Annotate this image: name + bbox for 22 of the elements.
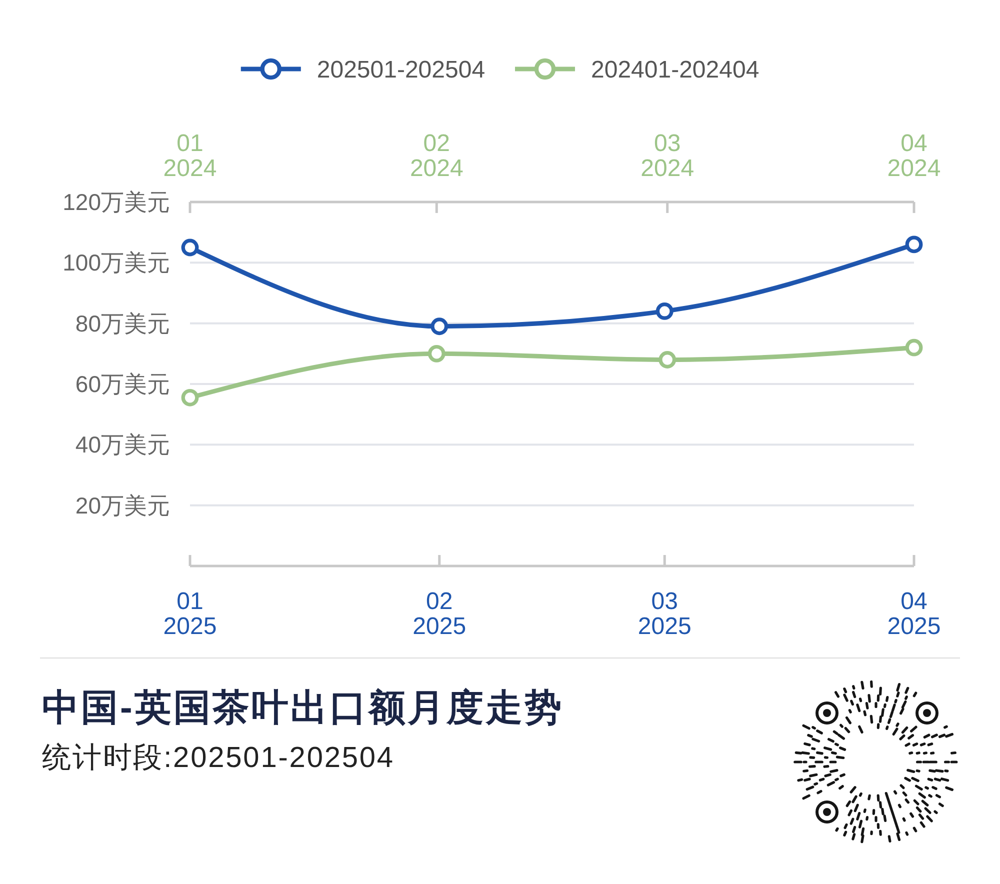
point	[181, 238, 199, 256]
x-tick-label: 01 2025	[163, 588, 217, 640]
legend-label: 202501-202504	[316, 56, 486, 84]
x2-tick-label: 02 2024	[410, 130, 464, 182]
x-tick-label: 02 2025	[412, 588, 466, 640]
y-tick-label: 40万美元	[75, 432, 170, 458]
point	[905, 236, 923, 254]
x2-tick-label: 04 2024	[887, 130, 941, 182]
y-tick-label: 100万美元	[62, 250, 170, 276]
text: 中国-英国茶叶出口额月度走势	[42, 687, 564, 728]
x2-tick-label: 03 2024	[640, 130, 694, 182]
x-tick-label: 04 2025	[887, 588, 941, 640]
y-tick-label: 60万美元	[75, 371, 170, 398]
y-tick-label: 80万美元	[75, 310, 170, 336]
y-tick-label: 20万美元	[75, 492, 170, 518]
text: 统计时段:202501-202504	[42, 742, 394, 774]
x2-tick-label: 01 2024	[163, 130, 217, 182]
point	[656, 302, 674, 320]
y-tick-label: 120万美元	[62, 189, 170, 216]
x-tick-label: 03 2025	[638, 588, 692, 640]
legend-label: 202401-202404	[591, 56, 760, 84]
point	[430, 318, 448, 336]
